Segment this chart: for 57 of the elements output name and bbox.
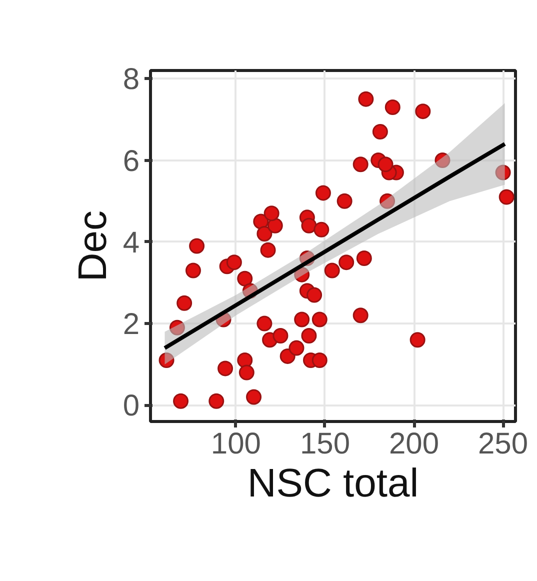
- point: [372, 124, 388, 140]
- point: [246, 389, 262, 405]
- point: [356, 250, 372, 266]
- point: [264, 206, 280, 222]
- y-tick-label: 2: [122, 308, 140, 342]
- y-tick-label: 4: [122, 226, 140, 260]
- point: [312, 312, 328, 328]
- point: [315, 185, 331, 201]
- point: [312, 352, 328, 368]
- point: [294, 266, 310, 282]
- y-tick-label: 0: [122, 390, 140, 423]
- point: [238, 364, 254, 380]
- x-tick-label: 100: [210, 428, 261, 460]
- point: [352, 156, 368, 172]
- point: [267, 218, 283, 234]
- point: [498, 189, 514, 205]
- point: [324, 262, 340, 278]
- point: [338, 254, 354, 270]
- point: [169, 320, 185, 336]
- point: [384, 99, 400, 115]
- y-axis-title: Dec: [70, 210, 115, 282]
- point: [495, 164, 511, 180]
- point: [288, 340, 304, 356]
- x-tick-label: 250: [478, 428, 528, 460]
- point: [306, 287, 322, 303]
- point: [208, 393, 224, 409]
- point: [237, 352, 253, 368]
- line-series: [162, 142, 507, 350]
- point: [358, 91, 374, 107]
- y-tick-label: 6: [122, 144, 140, 178]
- point: [185, 262, 201, 278]
- point: [294, 312, 310, 328]
- x-tick-label: 200: [388, 428, 440, 460]
- point: [378, 156, 394, 172]
- point: [410, 332, 426, 348]
- point: [301, 328, 317, 344]
- point: [237, 270, 253, 286]
- point: [272, 328, 288, 344]
- point: [380, 193, 396, 209]
- point: [256, 316, 272, 332]
- point: [158, 352, 174, 368]
- point: [415, 104, 431, 120]
- point: [301, 218, 317, 234]
- point: [336, 193, 352, 209]
- y-tick-label: 8: [122, 63, 140, 96]
- point: [189, 238, 205, 254]
- point: [352, 308, 368, 324]
- point: [314, 222, 330, 238]
- point: [256, 226, 272, 242]
- point: [173, 393, 189, 409]
- point: [434, 152, 450, 168]
- x-tick-label: 150: [300, 428, 350, 460]
- point: [226, 254, 242, 270]
- x-axis-title: NSC total: [247, 462, 419, 506]
- point: [260, 242, 276, 258]
- point: [218, 360, 234, 376]
- point: [176, 295, 192, 311]
